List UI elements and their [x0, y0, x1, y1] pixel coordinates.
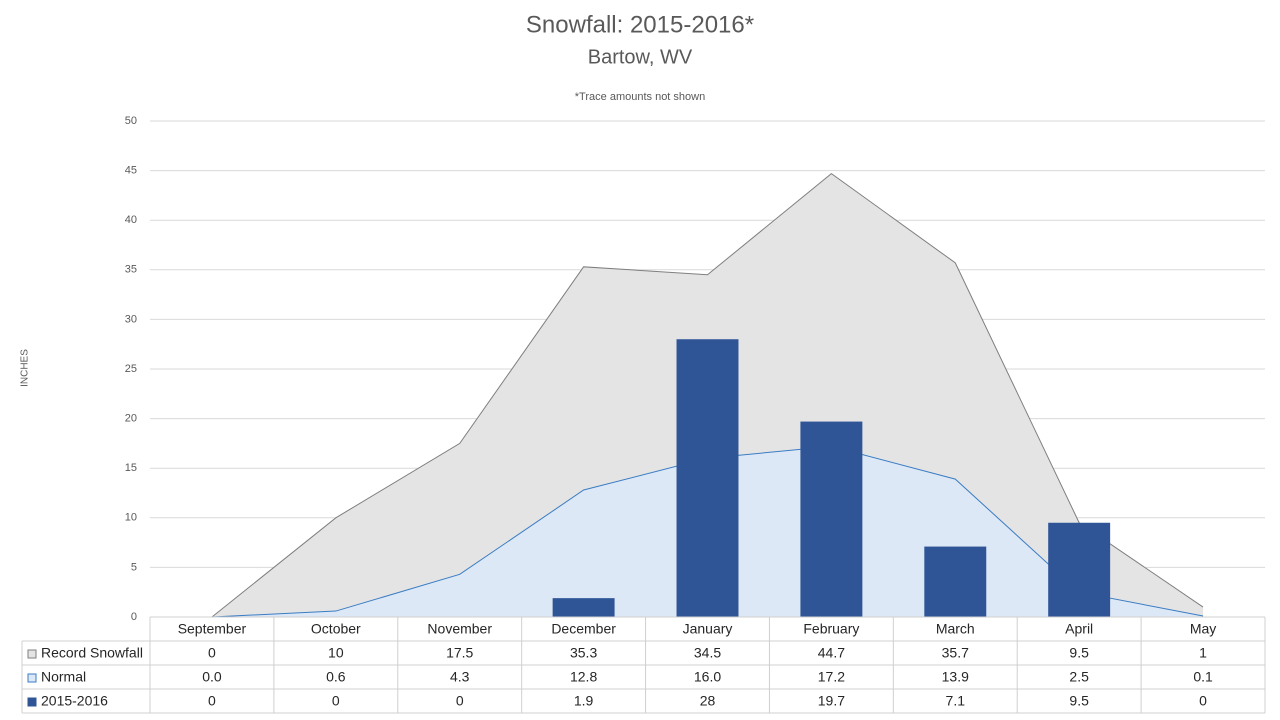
table-value: 9.5: [1069, 645, 1089, 661]
x-tick-label: September: [178, 621, 247, 637]
x-tick-label: December: [551, 621, 616, 637]
y-tick-label: 40: [125, 214, 137, 226]
table-value: 0: [208, 645, 216, 661]
legend-swatch: [27, 697, 37, 707]
table-value: 1.9: [574, 693, 594, 709]
chart-note: *Trace amounts not shown: [575, 91, 705, 103]
x-tick-label: April: [1065, 621, 1093, 637]
x-tick-label: October: [311, 621, 361, 637]
bar: [552, 598, 615, 617]
legend-label: Record Snowfall: [41, 645, 143, 661]
x-tick-label: January: [683, 621, 733, 637]
y-tick-label: 35: [125, 264, 137, 276]
table-value: 4.3: [450, 669, 470, 685]
area-line: [211, 172, 1204, 618]
bar: [924, 546, 987, 617]
legend-swatch: [27, 673, 37, 683]
legend-swatch: [27, 649, 37, 659]
y-tick-label: 15: [125, 462, 137, 474]
table-value: 34.5: [694, 645, 721, 661]
y-tick-label: 25: [125, 363, 137, 375]
y-axis-title: INCHES: [20, 349, 31, 387]
bar: [1048, 522, 1111, 617]
table-value: 35.7: [942, 645, 969, 661]
bar: [676, 339, 739, 617]
y-tick-label: 30: [125, 313, 137, 325]
table-value: 7.1: [946, 693, 966, 709]
table-value: 0.1: [1193, 669, 1213, 685]
table-value: 12.8: [570, 669, 597, 685]
table-value: 17.2: [818, 669, 845, 685]
table-value: 44.7: [818, 645, 845, 661]
legend-label: 2015-2016: [41, 693, 108, 709]
x-tick-label: November: [427, 621, 492, 637]
y-tick-label: 45: [125, 165, 137, 177]
chart-subtitle: Bartow, WV: [588, 46, 693, 68]
table-value: 0.0: [202, 669, 222, 685]
y-tick-label: 20: [125, 413, 137, 425]
table-value: 16.0: [694, 669, 721, 685]
table-value: 0: [208, 693, 216, 709]
chart-title: Snowfall: 2015-2016*: [526, 11, 754, 38]
legend-label: Normal: [41, 669, 86, 685]
bar: [800, 421, 863, 617]
table-value: 0: [332, 693, 340, 709]
table-value: 9.5: [1069, 693, 1089, 709]
y-tick-label: 50: [125, 115, 137, 127]
y-tick-label: 5: [131, 561, 137, 573]
table-value: 1: [1199, 645, 1207, 661]
table-value: 0: [456, 693, 464, 709]
x-tick-label: March: [936, 621, 975, 637]
table-value: 17.5: [446, 645, 473, 661]
table-value: 19.7: [818, 693, 845, 709]
table-value: 28: [700, 693, 716, 709]
y-tick-label: 10: [125, 512, 137, 524]
table-value: 2.5: [1069, 669, 1089, 685]
table-value: 13.9: [942, 669, 969, 685]
table-value: 10: [328, 645, 344, 661]
y-tick-label: 0: [131, 611, 137, 623]
table-value: 0.6: [326, 669, 346, 685]
table-value: 35.3: [570, 645, 597, 661]
x-tick-label: May: [1190, 621, 1216, 637]
table-value: 0: [1199, 693, 1207, 709]
x-tick-label: February: [803, 621, 859, 637]
